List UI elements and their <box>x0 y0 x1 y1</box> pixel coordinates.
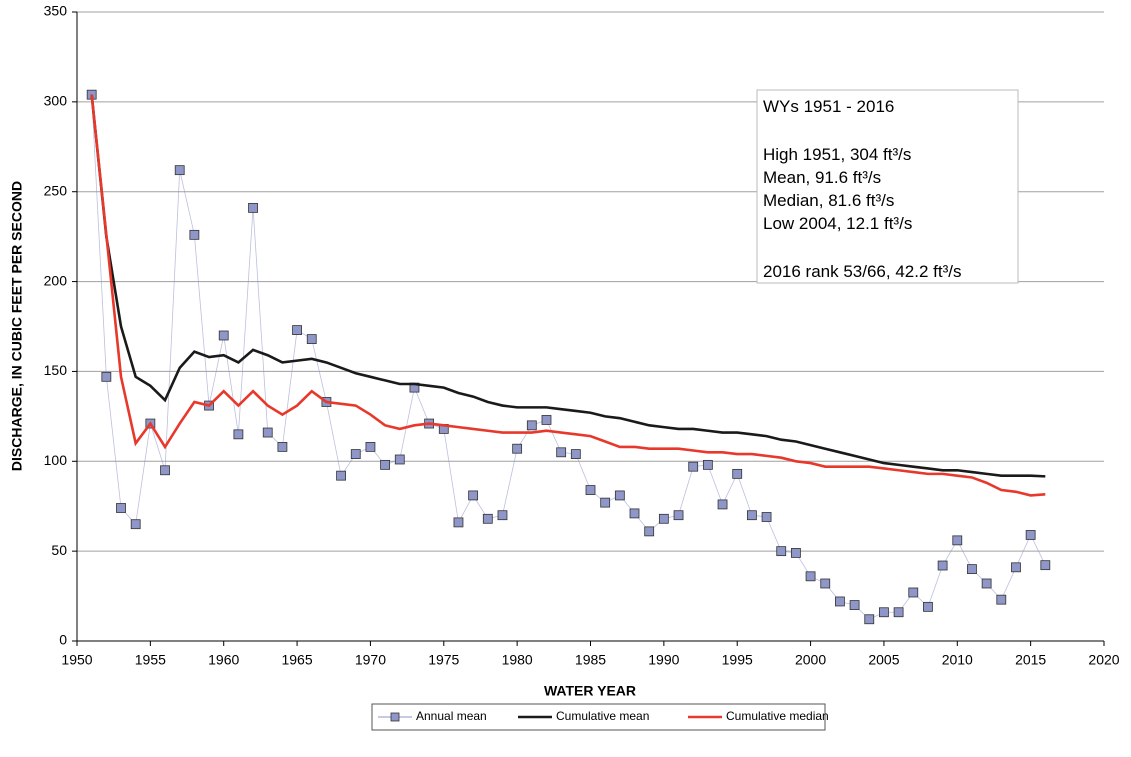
data-point <box>174 165 185 176</box>
data-point <box>526 420 537 431</box>
x-tick-label: 2005 <box>868 652 899 668</box>
data-point <box>482 513 493 524</box>
y-tick-label: 350 <box>44 3 68 19</box>
data-point <box>1040 560 1051 571</box>
data-point <box>233 429 244 440</box>
data-point <box>453 517 464 528</box>
data-point <box>644 526 655 537</box>
data-point <box>864 614 875 625</box>
data-point <box>746 510 757 521</box>
data-point <box>805 571 816 582</box>
data-point <box>189 229 200 240</box>
data-point <box>702 459 713 470</box>
y-tick-label: 300 <box>44 93 68 109</box>
data-point <box>1011 562 1021 573</box>
data-point <box>336 470 346 481</box>
x-tick-label: 2010 <box>942 652 973 668</box>
data-point <box>614 490 625 501</box>
y-tick-label: 150 <box>44 362 68 378</box>
data-point <box>468 490 479 501</box>
legend-label: Annual mean <box>416 709 487 723</box>
data-point <box>923 601 933 612</box>
data-point <box>629 508 640 519</box>
data-point <box>761 512 772 522</box>
data-point <box>820 578 831 589</box>
x-tick-label: 1960 <box>208 652 239 668</box>
data-point <box>160 465 170 476</box>
series-line <box>90 94 1046 497</box>
data-point <box>996 594 1007 605</box>
data-point <box>981 578 992 589</box>
data-point <box>600 497 611 508</box>
data-point <box>350 449 361 459</box>
data-point <box>394 454 405 465</box>
data-point <box>937 560 948 571</box>
data-point <box>835 596 845 607</box>
data-point <box>849 600 860 610</box>
data-point <box>512 443 523 454</box>
data-point <box>673 510 684 521</box>
x-tick-label: 1990 <box>648 652 679 668</box>
data-point <box>658 513 669 524</box>
x-axis-title: WATER YEAR <box>544 683 636 699</box>
annotation-line: Low 2004, 12.1 ft³/s <box>763 214 912 233</box>
data-point <box>101 371 112 382</box>
legend-box <box>371 703 826 731</box>
data-point <box>365 442 376 452</box>
data-point <box>556 447 567 458</box>
x-tick-label: 2000 <box>795 652 826 668</box>
data-point <box>717 499 728 510</box>
data-point <box>879 607 889 618</box>
data-point <box>277 442 288 452</box>
y-tick-label: 200 <box>44 272 68 288</box>
y-tick-label: 50 <box>51 542 67 558</box>
y-axis-title: DISCHARGE, IN CUBIC FEET PER SECOND <box>9 181 25 471</box>
x-tick-label: 2020 <box>1088 652 1119 668</box>
data-point <box>306 334 317 344</box>
legend-marker <box>390 712 400 722</box>
x-tick-label: 1950 <box>61 652 92 668</box>
data-point <box>908 587 919 598</box>
x-tick-label: 1965 <box>281 652 312 668</box>
data-point <box>893 607 904 618</box>
data-point <box>952 535 963 546</box>
series-line <box>90 94 1046 478</box>
y-tick-label: 100 <box>44 452 68 468</box>
data-point <box>497 510 508 521</box>
data-point <box>292 325 302 335</box>
legend-label: Cumulative mean <box>556 709 649 723</box>
annotation-line: WYs 1951 - 2016 <box>763 97 894 116</box>
annotation-line: 2016 rank 53/66, 42.2 ft³/s <box>763 262 961 281</box>
data-point <box>732 468 743 479</box>
data-point <box>218 330 229 341</box>
y-tick-label: 250 <box>44 182 68 198</box>
data-point <box>262 427 273 438</box>
x-tick-label: 1975 <box>428 652 459 668</box>
data-point <box>791 548 801 558</box>
data-point <box>1025 530 1036 540</box>
annotation-line: High 1951, 304 ft³/s <box>763 145 911 164</box>
x-tick-label: 1955 <box>135 652 166 668</box>
data-point <box>380 459 391 470</box>
annotation-box <box>756 89 1019 284</box>
annotation-line: Median, 81.6 ft³/s <box>763 191 894 210</box>
data-point <box>776 546 787 557</box>
x-tick-label: 1980 <box>502 652 533 668</box>
data-point <box>541 415 552 425</box>
x-tick-label: 1995 <box>722 652 753 668</box>
legend-label: Cumulative median <box>726 709 829 723</box>
data-point <box>585 485 596 495</box>
y-tick-label: 0 <box>59 632 67 648</box>
data-point <box>248 202 258 213</box>
data-point <box>688 461 699 472</box>
data-point <box>116 503 126 513</box>
x-tick-label: 2015 <box>1015 652 1046 668</box>
annotation-line: Mean, 91.6 ft³/s <box>763 168 881 187</box>
data-point <box>570 449 581 459</box>
data-point <box>967 564 977 575</box>
data-point <box>130 519 141 530</box>
x-tick-label: 1970 <box>355 652 386 668</box>
x-tick-label: 1985 <box>575 652 606 668</box>
